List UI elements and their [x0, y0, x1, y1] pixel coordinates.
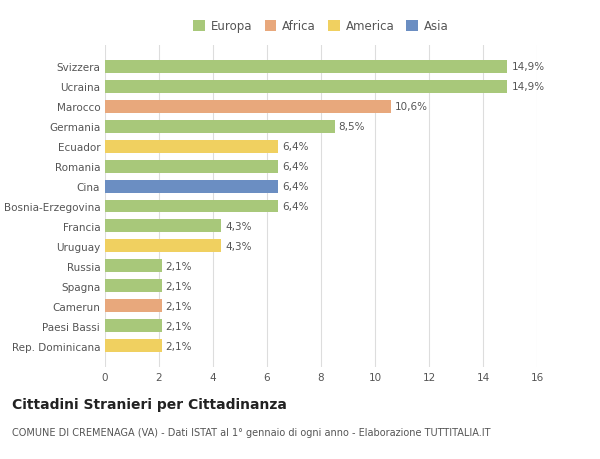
Text: 10,6%: 10,6% — [395, 102, 428, 112]
Text: 6,4%: 6,4% — [282, 182, 308, 191]
Bar — [105, 200, 278, 213]
Bar — [105, 140, 278, 153]
Bar — [105, 180, 278, 193]
Text: 6,4%: 6,4% — [282, 162, 308, 172]
Text: 6,4%: 6,4% — [282, 202, 308, 212]
Bar — [105, 240, 221, 253]
Bar — [105, 300, 162, 313]
Bar — [105, 280, 162, 293]
Text: 4,3%: 4,3% — [225, 241, 251, 252]
Text: 14,9%: 14,9% — [511, 62, 544, 72]
Bar — [105, 80, 508, 93]
Text: 2,1%: 2,1% — [166, 341, 192, 351]
Bar — [105, 340, 162, 353]
Text: 2,1%: 2,1% — [166, 321, 192, 331]
Text: 4,3%: 4,3% — [225, 222, 251, 231]
Text: 2,1%: 2,1% — [166, 261, 192, 271]
Text: Cittadini Stranieri per Cittadinanza: Cittadini Stranieri per Cittadinanza — [12, 397, 287, 411]
Bar — [105, 320, 162, 333]
Text: 2,1%: 2,1% — [166, 281, 192, 291]
Bar — [105, 220, 221, 233]
Text: 8,5%: 8,5% — [338, 122, 365, 132]
Bar — [105, 160, 278, 173]
Text: COMUNE DI CREMENAGA (VA) - Dati ISTAT al 1° gennaio di ogni anno - Elaborazione : COMUNE DI CREMENAGA (VA) - Dati ISTAT al… — [12, 427, 491, 437]
Bar — [105, 120, 335, 133]
Text: 14,9%: 14,9% — [511, 82, 544, 92]
Bar — [105, 61, 508, 73]
Legend: Europa, Africa, America, Asia: Europa, Africa, America, Asia — [190, 17, 452, 37]
Bar — [105, 260, 162, 273]
Text: 6,4%: 6,4% — [282, 142, 308, 152]
Bar — [105, 101, 391, 113]
Text: 2,1%: 2,1% — [166, 301, 192, 311]
